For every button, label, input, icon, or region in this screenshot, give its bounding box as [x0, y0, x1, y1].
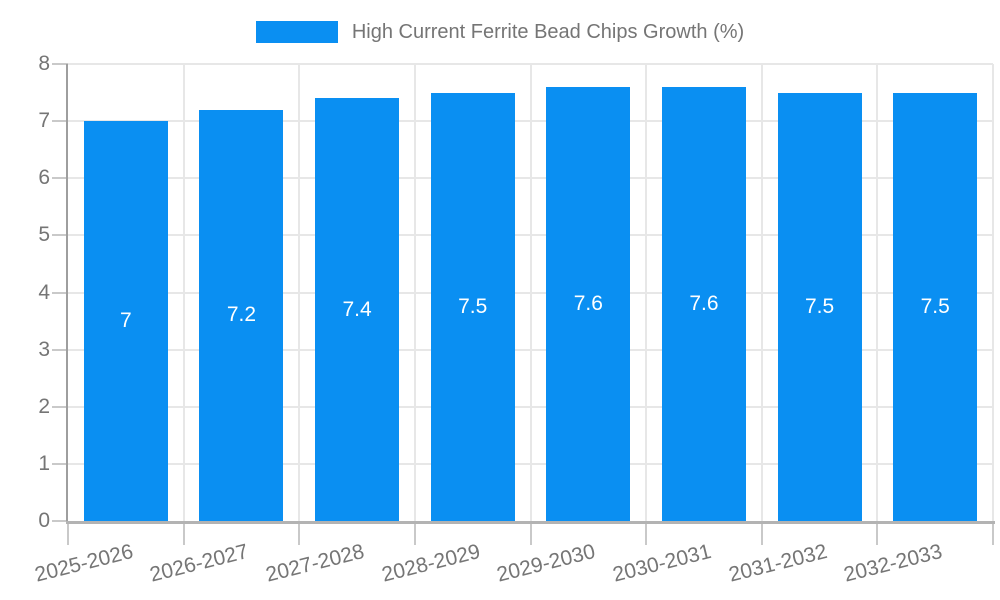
bar — [199, 109, 284, 521]
bar-value-label: 7.6 — [573, 291, 603, 315]
y-axis-tick-label: 2 — [38, 394, 50, 418]
y-axis-tick-label: 4 — [38, 280, 50, 304]
vertical-gridline — [182, 64, 185, 521]
x-axis-tick-mark — [529, 524, 532, 545]
vertical-gridline — [298, 64, 301, 521]
chart-title: High Current Ferrite Bead Chips Growth (… — [351, 21, 745, 43]
vertical-gridline — [645, 64, 648, 521]
bar-value-label: 7.5 — [920, 294, 950, 318]
y-axis-tick-label: 3 — [38, 337, 50, 361]
y-axis-tick-mark — [52, 234, 68, 237]
x-axis-tick-mark — [760, 524, 763, 545]
bar — [315, 98, 400, 521]
x-axis-tick-mark — [182, 524, 185, 545]
bar-value-label: 7.6 — [689, 291, 719, 315]
y-axis-tick-label: 5 — [38, 223, 50, 247]
vertical-gridline — [876, 64, 879, 521]
bar — [893, 92, 978, 521]
x-axis-tick-mark — [298, 524, 301, 545]
plot-area: 7 7.2 7.4 7.5 7.6 7.6 7.5 7.5 — [68, 63, 994, 521]
x-axis-tick-mark — [992, 524, 994, 545]
vertical-gridline — [992, 64, 994, 521]
x-axis-line — [66, 521, 995, 524]
legend-swatch — [255, 21, 338, 43]
x-axis-tick-mark — [67, 524, 69, 545]
y-axis-tick-label: 0 — [38, 509, 50, 532]
y-axis-tick-label: 7 — [38, 109, 50, 133]
y-axis-tick-mark — [52, 63, 68, 65]
vertical-gridline — [529, 64, 532, 521]
y-axis-tick-mark — [52, 291, 68, 294]
bar — [777, 92, 862, 521]
y-axis-tick-label: 6 — [38, 166, 50, 190]
vertical-gridline — [760, 64, 763, 521]
bar — [430, 92, 515, 521]
bar-value-label: 7.5 — [458, 294, 488, 318]
bar-value-label: 7 — [119, 309, 132, 333]
chart-legend: High Current Ferrite Bead Chips Growth (… — [0, 14, 1000, 50]
bar — [546, 86, 631, 521]
bar — [83, 121, 168, 521]
x-axis-tick-mark — [645, 524, 648, 545]
x-axis-tick-mark — [413, 524, 416, 545]
y-axis-tick-label: 8 — [38, 52, 50, 75]
bar — [661, 86, 746, 521]
x-axis-tick-mark — [876, 524, 879, 545]
y-axis-tick-mark — [52, 120, 68, 123]
y-axis-tick-mark — [52, 462, 68, 465]
y-axis-tick-mark — [52, 405, 68, 408]
y-axis-tick-mark — [52, 177, 68, 180]
bar-value-label: 7.2 — [226, 303, 257, 327]
bar-value-label: 7.5 — [804, 294, 835, 318]
y-axis-tick-mark — [52, 348, 68, 351]
bar-value-label: 7.4 — [342, 297, 372, 321]
vertical-gridline — [413, 64, 416, 521]
y-axis-line — [66, 64, 68, 524]
y-axis-tick-label: 1 — [38, 451, 50, 475]
y-axis-tick-mark — [52, 520, 68, 522]
